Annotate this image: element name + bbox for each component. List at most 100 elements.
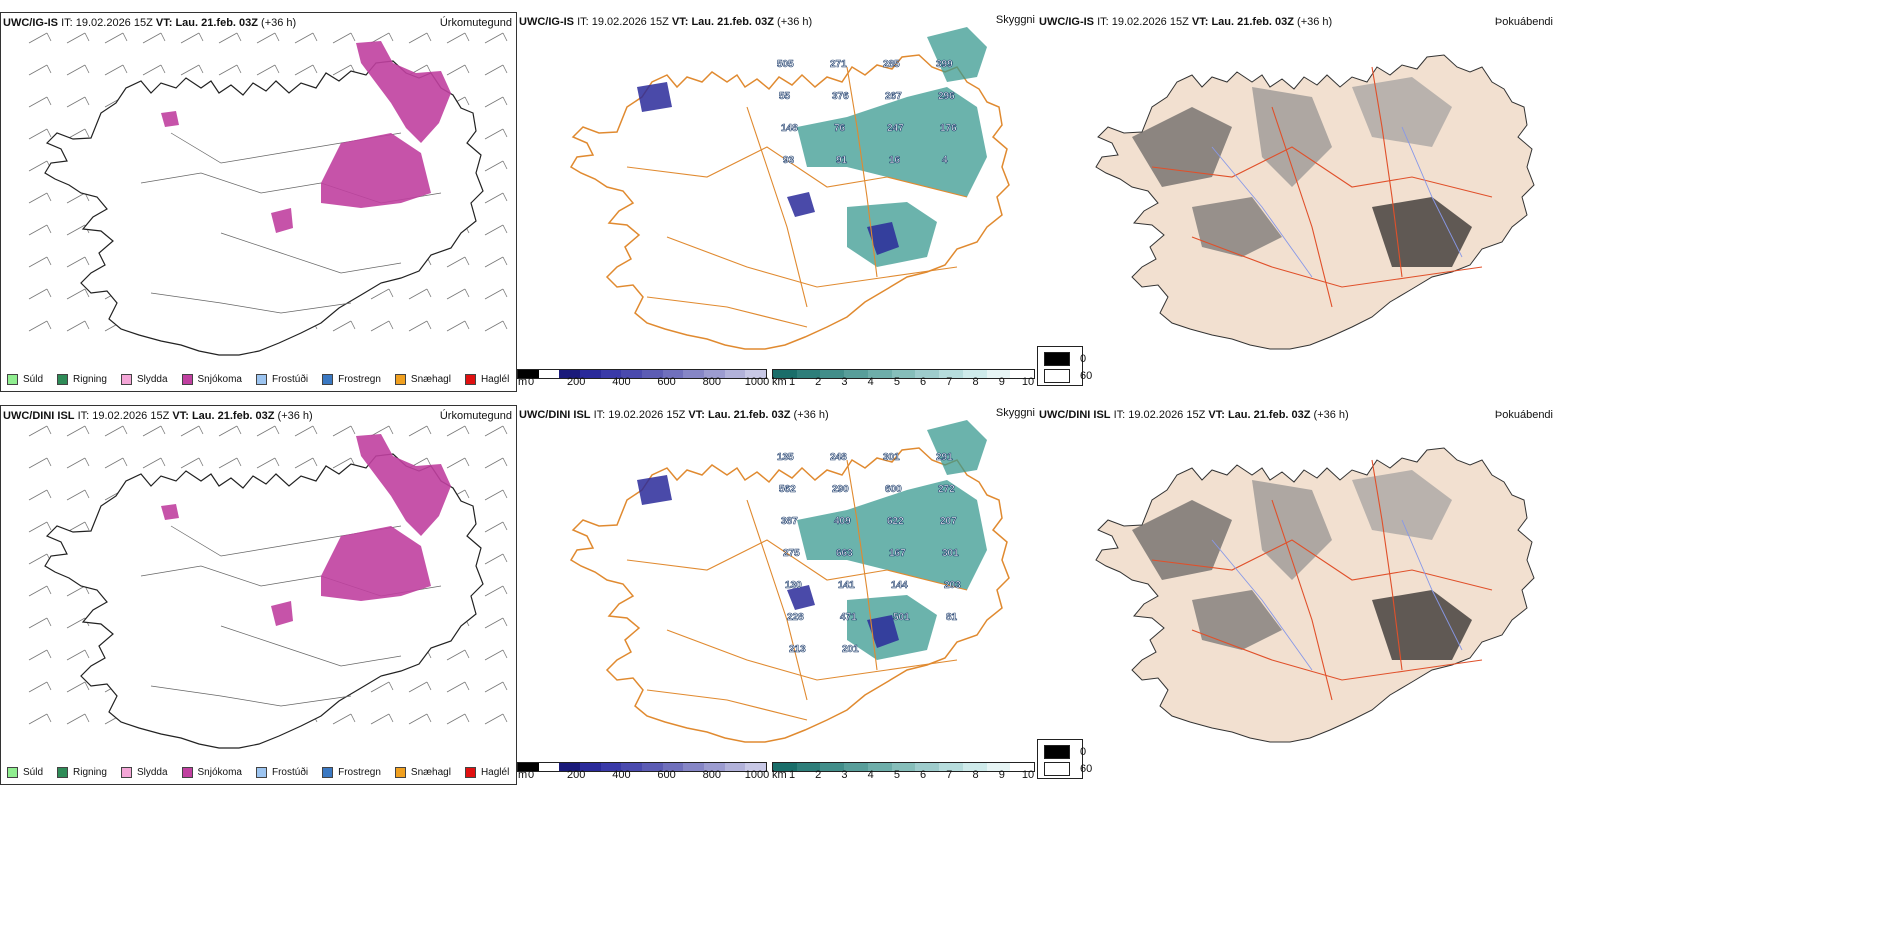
visibility-tick-label: 1 [788,376,796,388]
precip-type-panel[interactable]: UWC/DINI ISL IT: 19.02.2026 15Z VT: Lau.… [0,405,517,785]
cloud-visibility-panel[interactable]: 505 271 285 399 55 376 267 296 148 76 247 176 93 91 16… [517,12,1037,392]
iceland-map [1095,447,1535,743]
fog-area [1252,87,1332,187]
visibility-color-step [1010,763,1035,771]
legend-label: Snjókoma [197,374,242,385]
wind-barb-tick [46,649,52,659]
wind-barb-tick [502,457,508,467]
road-line [746,106,808,308]
visibility-tick-label: 9 [998,376,1005,388]
wind-barb [294,32,314,44]
fog-area [1192,197,1282,257]
snow-area [321,526,431,601]
it-value: 19.02.2026 15Z [608,409,686,421]
wind-barb-tick [84,713,90,723]
legend-swatch [464,767,476,778]
wind-barb [28,457,48,469]
cloudbase-value: 663 [836,548,853,559]
wind-barb-tick [84,320,90,330]
cloudbase-color-step [724,370,746,378]
cloudbase-value: 4 [942,155,948,166]
wind-barb [66,320,86,332]
wind-barb [256,32,276,44]
vt-label: VT: [671,16,689,28]
wind-barb-tick [236,457,242,467]
cloudbase-area [867,615,899,648]
visibility-color-step [962,370,987,378]
forecast-row: UWC/IG-IS IT: 19.02.2026 15Z VT: Lau. 21… [0,12,1557,392]
it-label: IT: [1113,409,1126,421]
wind-barb-tick [502,681,508,691]
cloudbase-tick-label: 1000 [744,769,770,781]
wind-barb [484,617,504,629]
wind-barb [104,425,124,437]
wind-barb-tick [502,425,508,435]
visibility-color-step [915,763,940,771]
fog-area [1372,197,1472,267]
cloudbase-area [867,222,899,255]
visibility-color-step [844,370,868,378]
fog-area [1252,480,1332,580]
wind-barb [66,256,86,268]
wind-barb-tick [502,585,508,595]
precip-type-panel[interactable]: UWC/IG-IS IT: 19.02.2026 15Z VT: Lau. 21… [0,12,517,392]
snow-area [161,504,179,520]
wind-barb [446,649,466,661]
wind-barb [484,320,504,332]
cloudbase-color-step [559,763,581,771]
legend-label: Frostúði [271,374,309,385]
wind-barb-tick [46,256,52,266]
visibility-color-step [867,763,892,771]
wind-barb [332,64,352,76]
wind-barb [370,425,390,437]
cloudbase-tick-label: 0 [527,376,535,388]
visibility-tick-label: 5 [893,376,900,388]
wind-barb-tick [160,457,166,467]
wind-barb-tick [46,521,52,531]
cloudbase-color-step [683,370,705,378]
road-line [626,539,968,591]
fog-map [1095,54,1535,350]
visibility-area [927,420,987,475]
visibility-colorbar [772,369,1035,379]
vt-label: VT: [172,410,189,422]
cloudbase-color-step [704,370,725,378]
precip-map [28,32,508,356]
legend-label: Slydda [136,767,168,778]
wind-barb [446,320,466,332]
fog-legend: 0 60 [1037,346,1092,386]
wind-barb [142,425,162,437]
fog-swatch-high [1044,369,1070,383]
legend-item: Frostregn [322,374,381,385]
legend-swatch [7,767,18,778]
cloudbase-value: 213 [789,644,806,655]
cloudbase-value: 275 [783,548,800,559]
fog-indicator-panel[interactable]: UWC/IG-IS IT: 19.02.2026 15Z VT: Lau. 21… [1037,12,1557,392]
cloudbase-value: 387 [781,516,798,527]
wind-barb-tick [464,457,470,467]
wind-barb [66,617,86,629]
cloudbase-unit: m [518,376,528,388]
cloudbase-area [637,82,672,112]
visibility-color-step [986,763,1011,771]
wind-barb-tick [46,32,52,42]
cloudbase-color-step [642,763,663,771]
cloud-visibility-panel[interactable]: 135 248 301 291 562 290 600 272 387 409 622 207 275 6… [517,405,1037,785]
wind-barb [104,32,124,44]
legend-label: Haglél [480,767,510,778]
wind-barb [484,32,504,44]
wind-barb-tick [122,32,128,42]
iceland-map: 135 248 301 291 562 290 600 272 387 409 622 207 275 6… [569,420,1010,743]
cloudbase-area [787,192,815,217]
fog-indicator-panel[interactable]: UWC/DINI ISL IT: 19.02.2026 15Z VT: Lau.… [1037,405,1557,785]
wind-barb [332,713,352,725]
wind-barb [28,617,48,629]
cloudbase-tick-label: 800 [702,769,721,781]
visibility-color-step [915,370,940,378]
visibility-unit: km [772,376,787,388]
wind-barb [256,64,276,76]
cloudbase-area [787,585,815,610]
wind-barb [66,425,86,437]
legend-label: Rigning [73,767,107,778]
legend-item: Snæhagl [394,374,451,385]
